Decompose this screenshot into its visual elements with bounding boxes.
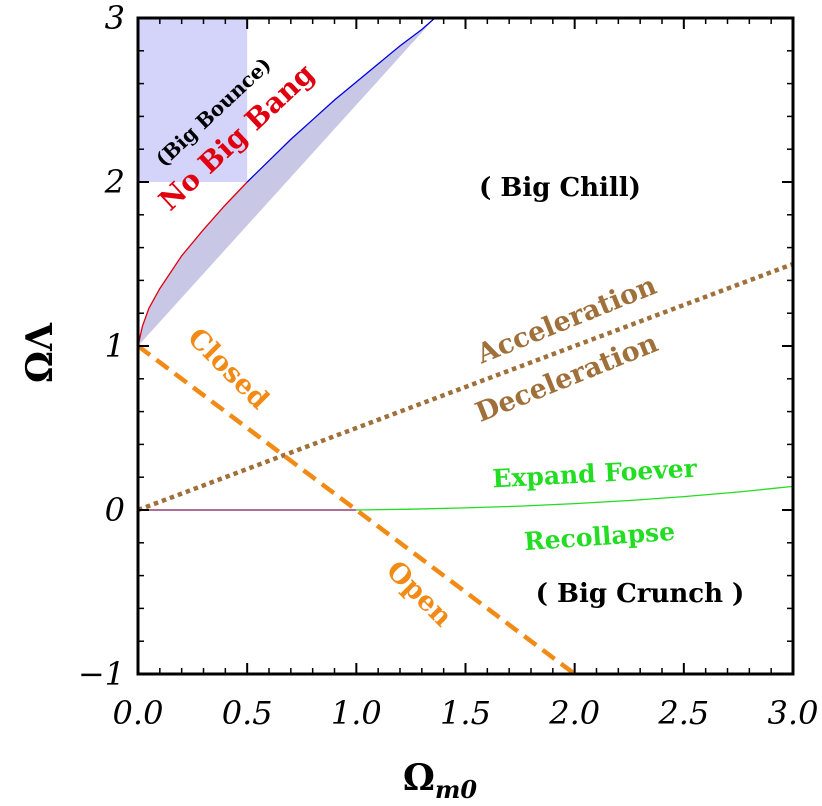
annotation-expand-forever: Expand Foever: [492, 454, 699, 494]
y-tick-label: 2: [104, 163, 125, 201]
lines-layer: [136, 17, 794, 676]
acceleration-deceleration-line: [137, 261, 794, 513]
x-tick-label: 1.0: [331, 694, 382, 732]
expand-recollapse-line: [356, 485, 794, 511]
ticks-layer: 0.0 0.5 1.0 1.5 2.0 2.5 3.0 −1 0 1 2 3: [78, 0, 819, 732]
annotation-big-chill: ( Big Chill): [479, 173, 641, 203]
x-tick-label: 0.0: [113, 694, 164, 732]
y-tick-label: −1: [78, 655, 125, 693]
x-tick-label: 3.0: [768, 694, 819, 732]
annotation-open: Open: [380, 555, 458, 633]
y-axis-label: ΩΛ: [19, 322, 61, 383]
x-tick-label: 2.5: [657, 694, 709, 732]
no-big-bang-boundary-upper: [246, 17, 436, 183]
x-tick-label: 1.5: [440, 694, 491, 732]
x-tick-label: 0.5: [222, 694, 273, 732]
x-tick-label: 2.0: [548, 694, 600, 732]
y-tick-label: 3: [105, 0, 125, 37]
annotation-recollapse: Recollapse: [523, 517, 676, 556]
big-bounce-region: [138, 18, 248, 182]
x-axis-label-subscript: m0: [435, 775, 477, 804]
no-big-bang-region: [138, 18, 435, 346]
no-big-bang-boundary-lower: [137, 181, 248, 347]
annotation-closed: Closed: [181, 322, 274, 415]
y-tick-label: 1: [105, 327, 125, 365]
annotation-big-crunch: ( Big Crunch ): [536, 579, 745, 609]
regions-layer: [138, 18, 435, 346]
y-tick-label: 0: [105, 491, 125, 529]
x-axis-label: Ωm0: [403, 757, 477, 804]
